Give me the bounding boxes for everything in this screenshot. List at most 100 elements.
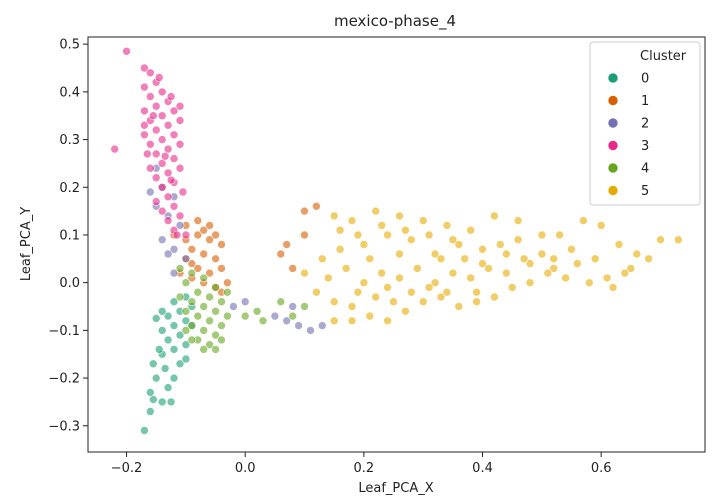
data-point	[169, 106, 179, 116]
data-point	[466, 273, 476, 283]
data-point	[347, 302, 357, 311]
x-axis-label: Leaf_PCA_X	[358, 481, 433, 496]
data-point	[199, 273, 208, 283]
data-point	[157, 306, 167, 316]
plot-frame	[87, 36, 706, 453]
data-point	[442, 221, 452, 230]
data-point	[365, 311, 375, 321]
data-point	[223, 311, 232, 321]
data-point	[632, 249, 642, 259]
data-point	[501, 249, 511, 259]
data-point	[317, 254, 327, 264]
data-point	[300, 302, 309, 311]
data-point	[110, 144, 119, 154]
data-point	[282, 316, 292, 326]
data-point	[187, 297, 197, 307]
data-point	[169, 245, 179, 254]
data-point	[163, 383, 173, 392]
data-point	[149, 395, 158, 404]
data-point	[175, 264, 185, 273]
x-tick-label: 0.2	[354, 461, 375, 476]
chart-title: mexico-phase_4	[334, 12, 456, 31]
x-tick-label: −0.2	[111, 461, 143, 476]
data-point	[175, 101, 185, 111]
data-point	[359, 240, 369, 249]
data-point	[383, 316, 392, 326]
data-point	[140, 82, 149, 92]
data-point	[229, 302, 238, 311]
data-point	[389, 297, 398, 307]
data-point	[436, 254, 446, 264]
data-point	[596, 221, 606, 230]
legend-marker	[607, 95, 619, 106]
data-point	[347, 216, 357, 225]
data-point	[537, 249, 547, 259]
y-tick-label: 0.3	[59, 133, 80, 148]
data-point	[175, 359, 185, 369]
data-point	[288, 264, 298, 273]
y-tick-label: 0.4	[59, 85, 80, 100]
data-point	[154, 345, 164, 354]
series-cluster-5	[300, 206, 683, 326]
data-point	[412, 264, 422, 273]
data-point	[312, 287, 321, 297]
data-point	[513, 216, 523, 225]
data-point	[507, 283, 517, 292]
data-point	[454, 302, 464, 311]
data-point	[602, 273, 612, 283]
series-cluster-2	[146, 163, 327, 335]
data-point	[187, 335, 197, 345]
data-point	[335, 245, 345, 254]
y-axis: −0.3 −0.2 −0.1 0.0 0.1 0.2 0.3 0.4 0.5	[48, 38, 88, 434]
data-point	[448, 268, 458, 278]
data-point	[240, 311, 250, 321]
data-point	[175, 140, 185, 149]
data-point	[151, 314, 161, 323]
data-point	[252, 306, 262, 316]
data-point	[205, 221, 214, 230]
data-point	[178, 187, 188, 197]
data-point	[169, 268, 179, 278]
data-point	[169, 345, 179, 354]
data-point	[163, 216, 173, 225]
data-point	[205, 292, 214, 302]
data-point	[151, 197, 161, 206]
data-point	[276, 249, 286, 259]
data-point	[157, 326, 167, 335]
data-point	[157, 206, 167, 216]
data-point	[573, 259, 582, 268]
data-point	[519, 254, 529, 264]
data-point	[567, 245, 576, 254]
y-tick-label: 0.1	[59, 228, 80, 243]
data-point	[590, 254, 600, 264]
data-point	[175, 163, 185, 173]
data-point	[282, 240, 292, 249]
series-cluster-4	[175, 264, 309, 354]
data-point	[193, 264, 203, 273]
data-point	[157, 111, 167, 120]
data-point	[329, 316, 339, 326]
legend-label: 0	[641, 72, 649, 87]
data-point	[300, 268, 309, 278]
data-point	[175, 221, 185, 230]
data-point	[472, 297, 481, 307]
data-point	[169, 297, 179, 307]
data-point	[353, 230, 363, 240]
data-point	[371, 206, 381, 216]
data-point	[199, 225, 208, 235]
data-point	[383, 230, 392, 240]
data-point	[614, 240, 624, 249]
data-point	[525, 259, 535, 268]
data-point	[193, 311, 203, 321]
series-cluster-3	[110, 46, 191, 240]
data-point	[495, 240, 505, 249]
data-point	[205, 268, 214, 278]
data-point	[169, 202, 179, 211]
data-point	[193, 230, 203, 240]
data-point	[181, 278, 191, 288]
data-point	[436, 292, 446, 302]
data-point	[140, 106, 149, 116]
data-point	[140, 130, 149, 140]
data-point	[211, 306, 220, 316]
legend-label: 2	[641, 117, 649, 132]
